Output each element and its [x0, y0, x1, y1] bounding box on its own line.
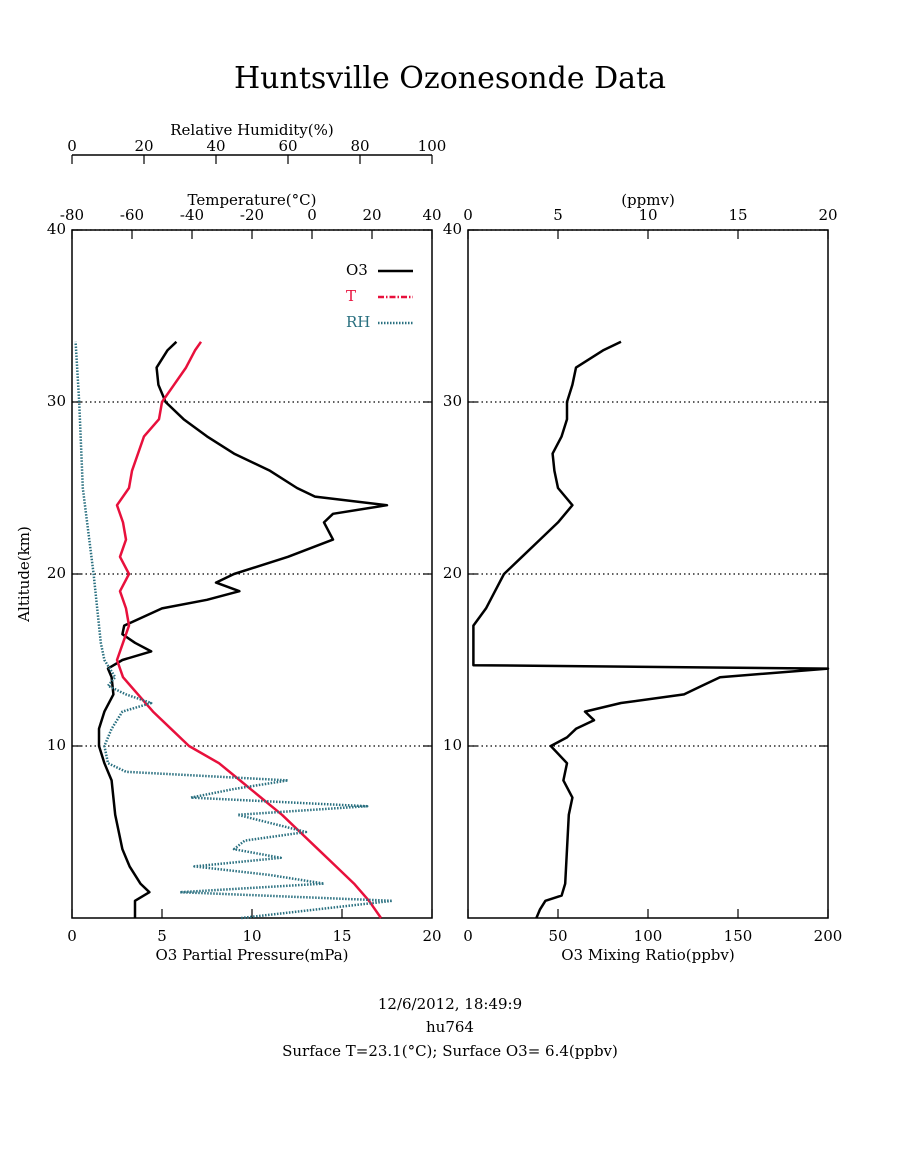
x2-tick-label: 0 [463, 206, 473, 224]
x3-tick-label: 40 [206, 137, 225, 155]
x3-tick-label: 100 [418, 137, 447, 155]
x-tick-label: 5 [157, 927, 167, 945]
series-line [74, 341, 394, 920]
x2-tick-label: 5 [553, 206, 563, 224]
series-line [472, 340, 830, 919]
y-tick-label: 10 [443, 736, 462, 754]
x-tick-label: 10 [242, 927, 261, 945]
x2-tick-label: -80 [60, 206, 84, 224]
x3-axis-label: Relative Humidity(%) [170, 121, 333, 139]
x3-tick-label: 60 [278, 137, 297, 155]
x2-tick-label: 20 [362, 206, 381, 224]
y-tick-label: 40 [47, 220, 66, 238]
x3-tick-label: 20 [134, 137, 153, 155]
x2-axis-label: Temperature(°C) [188, 191, 317, 209]
chart-title: Huntsville Ozonesonde Data [234, 61, 666, 96]
y-tick-label: 20 [443, 564, 462, 582]
x-tick-label: 0 [463, 927, 473, 945]
x-tick-label: 100 [634, 927, 663, 945]
x-tick-label: 20 [422, 927, 441, 945]
y-tick-label: 40 [443, 220, 462, 238]
footer-date: 12/6/2012, 18:49:9 [378, 995, 522, 1013]
y-tick-label: 30 [443, 392, 462, 410]
x-tick-label: 0 [67, 927, 77, 945]
x-axis-label: O3 Mixing Ratio(ppbv) [561, 946, 734, 964]
x2-tick-label: 0 [307, 206, 317, 224]
footer-surface: Surface T=23.1(°C); Surface O3= 6.4(ppbv… [282, 1042, 618, 1060]
x-tick-label: 150 [724, 927, 753, 945]
x3-tick-label: 0 [67, 137, 77, 155]
x2-axis-label: (ppmv) [621, 191, 675, 209]
legend-label: RH [346, 313, 370, 331]
x-tick-label: 200 [814, 927, 843, 945]
legend-label: T [346, 287, 356, 305]
y-axis-label: Altitude(km) [15, 526, 33, 623]
x2-tick-label: -60 [120, 206, 144, 224]
x2-tick-label: 15 [728, 206, 747, 224]
x2-tick-label: 10 [638, 206, 657, 224]
series-line [97, 340, 389, 918]
x2-tick-label: 40 [422, 206, 441, 224]
x-tick-label: 50 [548, 927, 567, 945]
y-tick-label: 20 [47, 564, 66, 582]
y-tick-label: 10 [47, 736, 66, 754]
series-line [115, 341, 383, 919]
x-axis-label: O3 Partial Pressure(mPa) [155, 946, 348, 964]
footer-id: hu764 [426, 1018, 474, 1036]
legend-label: O3 [346, 261, 368, 279]
x2-tick-label: -20 [240, 206, 264, 224]
x3-tick-label: 80 [350, 137, 369, 155]
x-tick-label: 15 [332, 927, 351, 945]
y-tick-label: 30 [47, 392, 66, 410]
x2-tick-label: 20 [818, 206, 837, 224]
x2-tick-label: -40 [180, 206, 204, 224]
